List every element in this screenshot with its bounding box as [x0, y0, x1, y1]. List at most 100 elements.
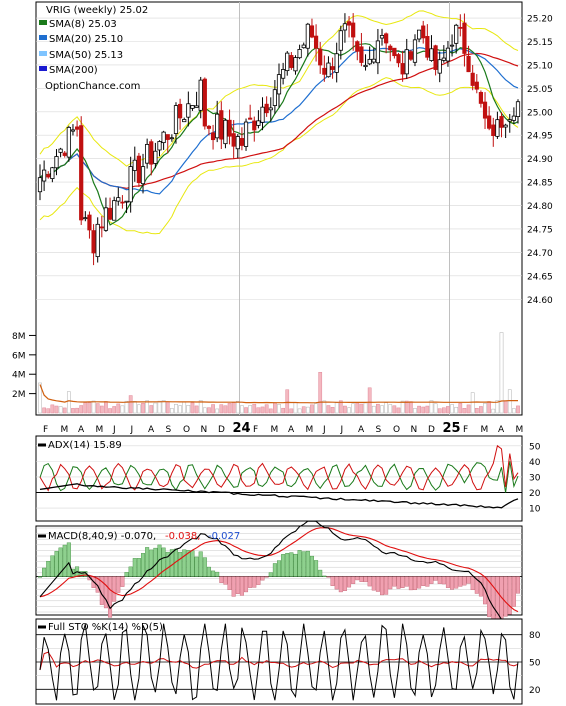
candle-body	[202, 78, 207, 127]
x-tick-label: N	[201, 425, 208, 435]
macd-histogram-bar	[165, 551, 170, 577]
candle-body	[248, 117, 253, 120]
x-tick-label: A	[358, 425, 365, 435]
candle-body	[379, 35, 385, 39]
macd-histogram-bar	[342, 576, 347, 591]
x-tick-label: D	[428, 425, 435, 435]
volume-bar	[376, 403, 380, 414]
legend: VRIG (weekly) 25.02 SMA(8) 25.03 SMA(20)…	[39, 5, 148, 92]
macd-histogram-bar	[46, 560, 51, 577]
volume-bar	[359, 403, 364, 414]
volume-bar	[273, 402, 277, 414]
macd-histogram-bar	[206, 566, 211, 577]
price-tick-label: 24.90	[527, 155, 553, 165]
volume-bar	[429, 400, 434, 414]
volume-bar	[285, 389, 290, 414]
macd-histogram-bar	[281, 554, 286, 577]
candle-body	[285, 52, 290, 72]
macd-histogram-bar	[248, 576, 253, 588]
candle-body	[437, 59, 442, 74]
sto-k-line	[39, 623, 519, 701]
candle-body	[396, 54, 401, 64]
candle-body	[206, 125, 212, 129]
volume-bar	[516, 405, 520, 414]
macd-histogram-bar	[474, 576, 479, 594]
macd-histogram-bar	[305, 550, 310, 577]
x-tick-label: N	[411, 425, 418, 435]
candle-body	[433, 45, 438, 70]
candle-body	[103, 207, 109, 231]
adx-plus-di-line	[39, 461, 519, 493]
macd-histogram-bar	[355, 576, 360, 581]
volume-bar	[42, 407, 46, 414]
candle-body	[388, 45, 393, 51]
candle-body	[499, 116, 504, 128]
macd-histogram-bar	[309, 555, 314, 577]
volume-bar	[351, 403, 356, 414]
volume-bars	[38, 332, 520, 414]
x-tick-label: S	[166, 425, 172, 435]
volume-bar	[512, 408, 516, 414]
volume-bar	[433, 403, 438, 414]
volume-bar	[99, 405, 104, 414]
candle-body	[495, 119, 500, 137]
candle-body	[95, 223, 100, 258]
macd-histogram-bar	[268, 572, 273, 577]
candle-body	[223, 119, 228, 145]
volume-bar	[264, 404, 269, 414]
price-tick-label: 24.70	[527, 249, 553, 259]
candle-body	[322, 67, 327, 75]
candle-body	[408, 51, 413, 60]
volume-bar	[277, 404, 281, 414]
macd-histogram-bar	[351, 576, 356, 584]
candle-body	[293, 57, 298, 72]
volume-bar	[425, 405, 430, 414]
candle-body	[140, 166, 146, 185]
macd-histogram-bar	[314, 560, 319, 577]
x-tick-label: A	[498, 425, 505, 435]
macd-histogram-bar	[511, 576, 516, 607]
volume-bar	[301, 406, 306, 414]
macd-histogram-bar	[429, 576, 434, 584]
candle-body	[355, 41, 360, 52]
adx-tick-label: 30	[529, 473, 541, 483]
macd-histogram-bar	[367, 576, 372, 587]
volume-bar	[141, 402, 145, 414]
volume-bar	[384, 402, 388, 414]
volume-bar	[421, 406, 426, 414]
candle-body	[215, 113, 220, 139]
volume-bar	[153, 402, 158, 414]
candle-body	[371, 58, 376, 63]
volume-bar	[149, 405, 154, 414]
adx-tick-label: 40	[529, 458, 541, 468]
candle-body	[149, 141, 154, 165]
sto-grid: 80 50 20	[36, 631, 541, 696]
price-tick-label: 24.95	[527, 132, 553, 142]
x-tick-label: O	[393, 425, 400, 435]
macd-histogram-bar	[458, 576, 463, 587]
legend-swatch-sma20	[39, 35, 47, 40]
candle-body	[375, 40, 380, 64]
candle-body	[470, 72, 475, 86]
volume-bar	[87, 402, 92, 414]
candle-body	[50, 167, 55, 180]
candle-body	[313, 35, 319, 49]
macd-histogram-bar	[103, 576, 108, 609]
volume-bar	[145, 400, 149, 414]
macd-histogram-bar	[322, 575, 327, 577]
macd-histogram-bar	[198, 551, 203, 577]
x-tick-label: J	[322, 425, 326, 435]
x-tick-label: A	[288, 425, 295, 435]
volume-bar	[116, 403, 121, 414]
candle-body	[239, 138, 245, 146]
candle-body	[227, 119, 232, 137]
candle-body	[219, 110, 224, 140]
volume-bar	[95, 403, 100, 414]
volume-bar	[396, 407, 401, 414]
candle-body	[161, 131, 166, 144]
volume-bar	[503, 400, 508, 414]
volume-bar	[458, 403, 463, 414]
candle-body	[384, 33, 389, 44]
candle-body	[157, 141, 162, 151]
